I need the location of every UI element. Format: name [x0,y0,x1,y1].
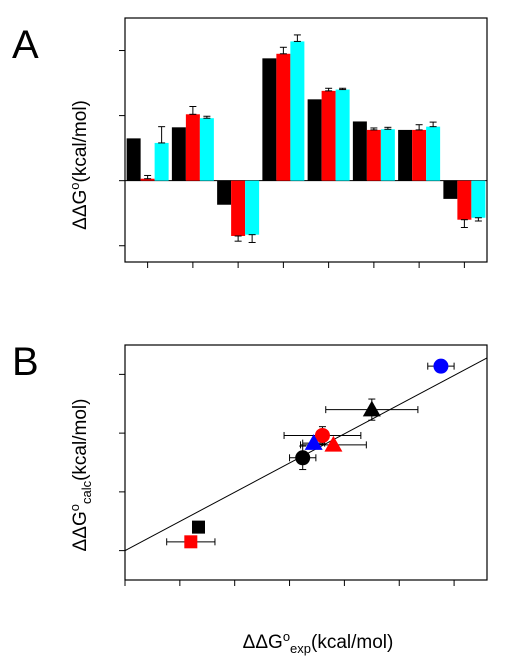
panel-a-ylabel: ΔΔGo(kcal/mol) [67,100,91,230]
panel-b-xlabel-suffix: (kcal/mol) [311,632,393,653]
plot-frame [124,344,488,581]
bar [471,180,486,218]
panel-b-ylabel-sub: calc [79,480,94,504]
panel-b-ylabel-suffix: (kcal/mol) [70,399,91,481]
panel-b-xlabel: ΔΔGoexp(kcal/mol) [243,629,394,656]
bar [443,180,458,199]
panel-a-ylabel-sup: o [67,182,82,189]
panel-a-ylabel-prefix: ΔΔG [70,190,91,230]
bar [276,53,291,181]
bar [321,90,336,181]
plot-frame [124,17,488,263]
bar [426,126,441,181]
panel-b-xlabel-sub: exp [290,641,311,656]
scatter-point-circle [295,450,311,466]
scatter-point-circle [314,427,330,443]
scatter-point-circle [433,358,449,374]
panel-b-letter: B [12,340,39,384]
bar [352,121,367,181]
bar-chart-panel-a [119,17,488,268]
bar [290,41,305,181]
bar [245,180,260,235]
scatter-chart-panel-b [119,344,488,586]
panel-b-xlabel-sup: o [283,629,290,644]
bar [140,178,155,181]
scatter-point-square [191,520,205,534]
scatter-point-triangle [324,435,343,452]
panel-a-letter: A [12,23,39,67]
bar [335,89,350,181]
scatter-point-triangle [362,400,381,417]
bar [398,129,413,181]
panel-a-ylabel-suffix: (kcal/mol) [70,100,91,182]
bar [199,118,214,181]
bar [412,129,427,181]
panel-b-xlabel-prefix: ΔΔG [243,632,283,653]
scatter-point-triangle [304,434,323,450]
scatter-point-square [184,535,198,549]
panel-b-ylabel-sup: o [67,504,82,511]
bar [231,180,246,236]
bar [457,180,472,220]
panel-b-ylabel-prefix: ΔΔG [70,511,91,551]
panel-b-ylabel: ΔΔGocalc(kcal/mol) [67,399,94,552]
bar [262,58,277,181]
bar [380,129,395,181]
bar [366,129,381,181]
bar [154,142,169,181]
bar [171,127,186,181]
bar [126,138,141,181]
bar [307,99,322,181]
bar [217,180,232,205]
bar [185,114,200,181]
